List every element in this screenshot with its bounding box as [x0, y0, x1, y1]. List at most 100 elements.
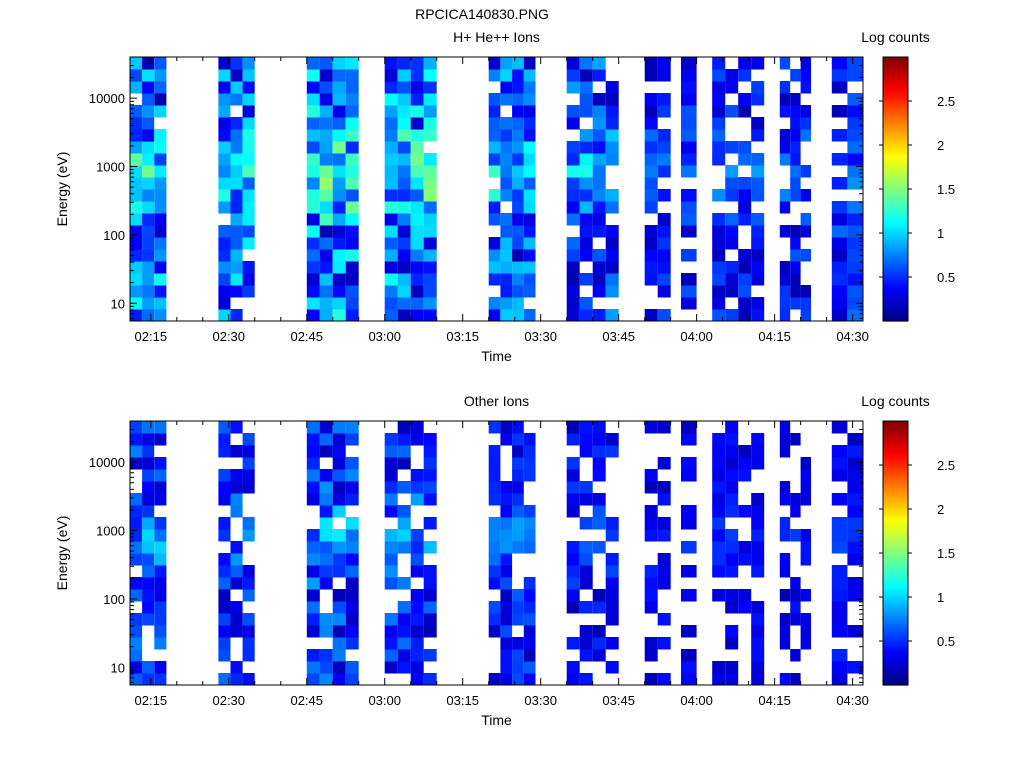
heatmap-cell: [218, 649, 231, 662]
heatmap-cell: [242, 517, 255, 530]
heatmap-cell: [397, 297, 411, 310]
colorbar-tick-label: 0.5: [937, 634, 955, 649]
heatmap-cell: [523, 433, 536, 446]
colorbar-segment: [883, 224, 908, 227]
heatmap-cell: [779, 153, 791, 166]
heatmap-cell: [242, 285, 255, 298]
heatmap-cell: [681, 105, 697, 118]
heatmap-cell: [751, 129, 765, 142]
heatmap-cell: [218, 493, 231, 506]
heatmap-cell: [332, 285, 346, 298]
heatmap-cell: [605, 153, 619, 166]
colorbar-segment: [883, 140, 908, 144]
heatmap-cell: [410, 285, 424, 298]
heatmap-cell: [712, 117, 726, 130]
heatmap-cell: [397, 189, 411, 202]
heatmap-cell: [345, 261, 359, 274]
colorbar-segment: [883, 603, 908, 607]
heatmap-cell: [512, 237, 524, 250]
heatmap-cell: [644, 637, 658, 650]
heatmap-cell: [725, 273, 739, 286]
y-tick-label: 10: [111, 660, 125, 675]
heatmap-cell: [306, 577, 320, 590]
heatmap-cell: [657, 577, 671, 590]
colorbar-segment: [883, 550, 908, 554]
heatmap-cell: [512, 261, 524, 274]
heatmap-cell: [345, 625, 359, 638]
heatmap-cell: [319, 165, 333, 178]
heatmap-cell: [712, 565, 726, 578]
heatmap-cell: [592, 129, 606, 142]
heatmap-cell: [500, 285, 513, 298]
colorbar-segment: [883, 237, 908, 241]
colorbar-segment: [883, 162, 908, 166]
heatmap-cell: [566, 553, 580, 566]
heatmap-cell: [738, 553, 752, 566]
heatmap-cell: [332, 225, 346, 238]
colorbar-segment: [883, 222, 908, 225]
heatmap-cell: [579, 189, 593, 202]
colorbar-segment: [883, 68, 908, 71]
heatmap-cell: [831, 105, 848, 118]
colorbar-segment: [883, 667, 908, 671]
heatmap-cell: [800, 297, 811, 310]
colorbar-segment: [883, 658, 908, 662]
colorbar-tick-label: 2: [937, 138, 944, 153]
heatmap-cell: [779, 141, 791, 154]
heatmap-cell: [306, 141, 320, 154]
heatmap-cell: [831, 309, 848, 322]
heatmap-cell: [500, 213, 513, 226]
heatmap-cell: [397, 457, 411, 470]
heatmap-cell: [566, 249, 580, 262]
heatmap-cell: [332, 213, 346, 226]
heatmap-cell: [488, 117, 501, 130]
heatmap-cell: [779, 589, 791, 602]
heatmap-cell: [306, 237, 320, 250]
heatmap-cell: [847, 57, 863, 70]
heatmap-cell: [500, 517, 513, 530]
heatmap-cell: [790, 297, 801, 310]
heatmap-cell: [345, 661, 359, 674]
heatmap-cell: [790, 105, 801, 118]
heatmap-cell: [566, 165, 580, 178]
heatmap-cell: [579, 165, 593, 178]
heatmap-cell: [738, 469, 752, 482]
heatmap-cell: [681, 661, 697, 674]
heatmap-cell: [306, 457, 320, 470]
heatmap-cell: [345, 165, 359, 178]
heatmap-cell: [523, 261, 536, 274]
heatmap-cell: [423, 69, 437, 82]
heatmap-cell: [779, 129, 791, 142]
heatmap-cell: [500, 613, 513, 626]
colorbar-segment: [883, 533, 908, 536]
heatmap-cell: [725, 529, 739, 542]
heatmap-cell: [410, 469, 424, 482]
colorbar-segment: [883, 87, 908, 91]
colorbar-segment: [883, 200, 908, 203]
heatmap-cell: [384, 273, 398, 286]
colorbar-segment: [883, 142, 908, 146]
heatmap-cell: [242, 613, 255, 626]
heatmap-cell: [725, 481, 739, 494]
colorbar-segment: [883, 478, 908, 481]
heatmap-cell: [319, 577, 333, 590]
heatmap-cell: [423, 601, 437, 614]
heatmap-cell: [410, 237, 424, 250]
heatmap-cell: [847, 153, 863, 166]
heatmap-cell: [800, 189, 811, 202]
heatmap-cell: [779, 613, 791, 626]
heatmap-cell: [847, 273, 863, 286]
heatmap-cell: [725, 237, 739, 250]
heatmap-cell: [738, 273, 752, 286]
heatmap-cell: [500, 93, 513, 106]
heatmap-cell: [681, 225, 697, 238]
colorbar-segment: [883, 193, 908, 197]
heatmap-cell: [384, 177, 398, 190]
colorbar-segment: [883, 471, 908, 475]
heatmap-cell: [332, 661, 346, 674]
heatmap-cell: [681, 189, 697, 202]
colorbar-segment: [883, 263, 908, 267]
x-tick-label: 02:30: [212, 693, 245, 708]
heatmap-cell: [644, 273, 658, 286]
heatmap-cell: [566, 201, 580, 214]
